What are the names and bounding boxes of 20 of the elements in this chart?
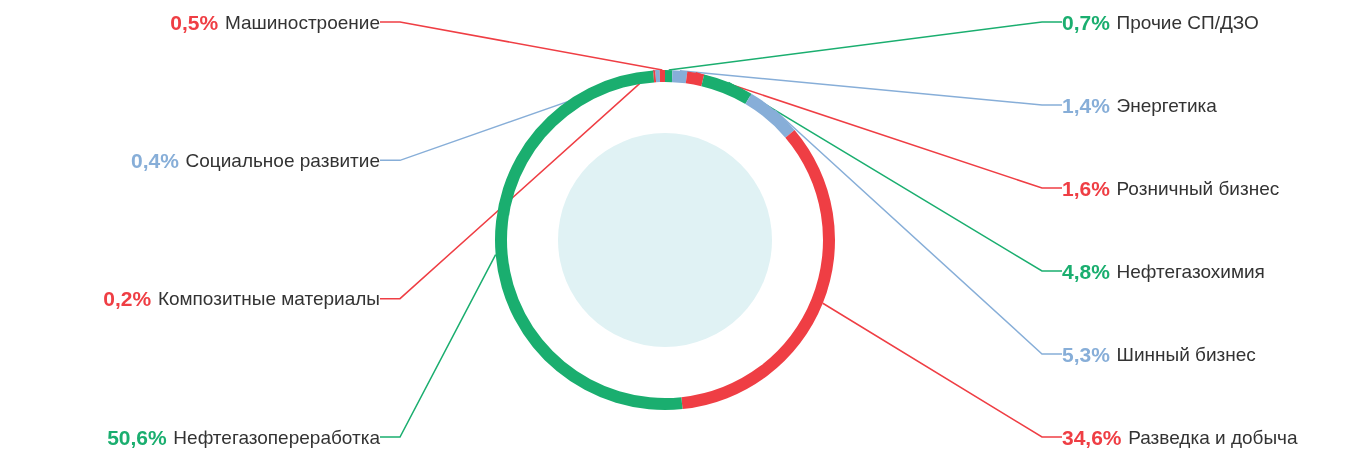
slice-label: Нефтегазохимия [1116,260,1265,282]
data-label: 1,6% [1062,176,1111,200]
slice-label: Машиностроение [224,11,380,33]
slice-label: Разведка и добыча [1128,426,1298,448]
data-label: 34,6% [1062,425,1122,449]
data-label: 1,4% [1062,93,1111,117]
slice-label: Энергетика [1116,94,1218,116]
slice-label: Социальное развитие [185,149,380,171]
slice-label: Шинный бизнес [1116,343,1256,365]
data-label: 0,2% [103,287,152,311]
data-label: 50,6% [107,425,168,449]
slice-label: Розничный бизнес [1116,177,1280,199]
slice-label: Прочие СП/ДЗО [1116,11,1259,33]
slice-label: Нефтегазопереработка [173,426,381,448]
data-label: 0,5% [170,10,219,34]
data-label: 4,8% [1062,259,1111,283]
data-label: 5,3% [1062,342,1111,366]
data-label: 0,7% [1062,10,1111,34]
slice-label: Композитные материалы [157,288,380,310]
data-label: 0,4% [130,148,180,172]
